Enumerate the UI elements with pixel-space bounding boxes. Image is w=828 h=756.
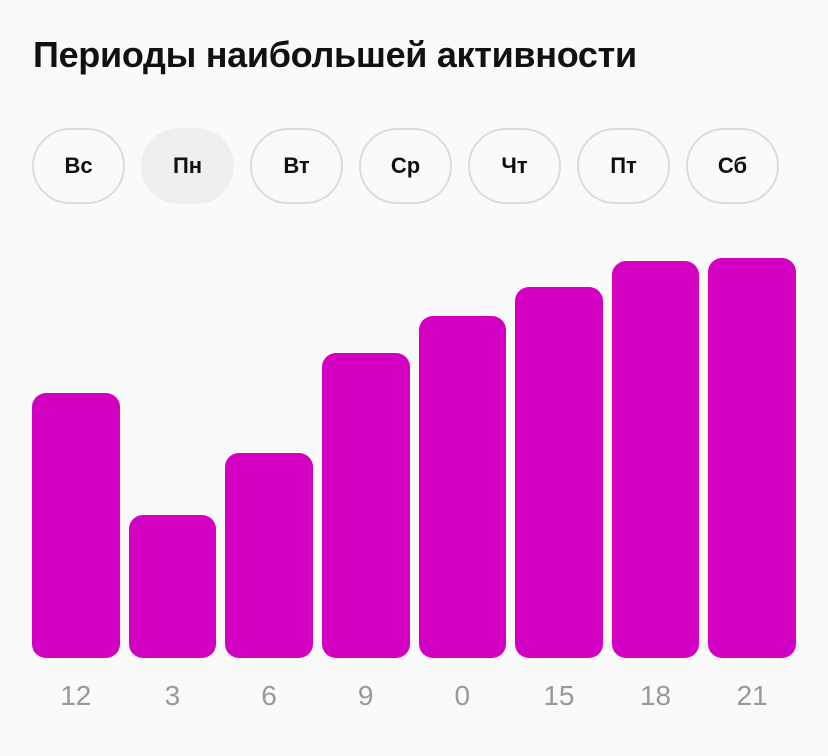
- day-tab-wednesday[interactable]: Ср: [359, 128, 452, 204]
- bar-0: [418, 316, 507, 658]
- day-tab-tuesday[interactable]: Вт: [250, 128, 343, 204]
- day-tab-saturday[interactable]: Сб: [686, 128, 779, 204]
- x-label: 3: [164, 680, 181, 711]
- activity-bar-chart: [32, 240, 796, 658]
- x-label: 21: [736, 680, 768, 711]
- bar-3: [128, 515, 217, 658]
- bar-21: [708, 258, 796, 658]
- page-title: Периоды наибольшей активности: [33, 34, 637, 75]
- day-tab-thursday[interactable]: Чт: [468, 128, 561, 204]
- day-selector: Вс Пн Вт Ср Чт Пт Сб: [32, 128, 779, 204]
- x-axis-labels: 12 3 6 9 0 15 18 21: [32, 680, 796, 712]
- bar-18: [611, 261, 700, 658]
- bar-6: [225, 453, 313, 658]
- bar-15: [515, 287, 603, 658]
- x-label: 12: [60, 680, 92, 711]
- x-label: 15: [543, 680, 575, 711]
- x-label: 18: [639, 680, 672, 711]
- x-label: 0: [454, 680, 471, 711]
- bar-9: [321, 353, 410, 658]
- day-tab-sunday[interactable]: Вс: [32, 128, 125, 204]
- x-label: 9: [357, 680, 374, 711]
- x-label: 6: [261, 680, 277, 711]
- day-tab-monday[interactable]: Пн: [141, 128, 234, 204]
- day-tab-friday[interactable]: Пт: [577, 128, 670, 204]
- bar-12: [32, 393, 120, 658]
